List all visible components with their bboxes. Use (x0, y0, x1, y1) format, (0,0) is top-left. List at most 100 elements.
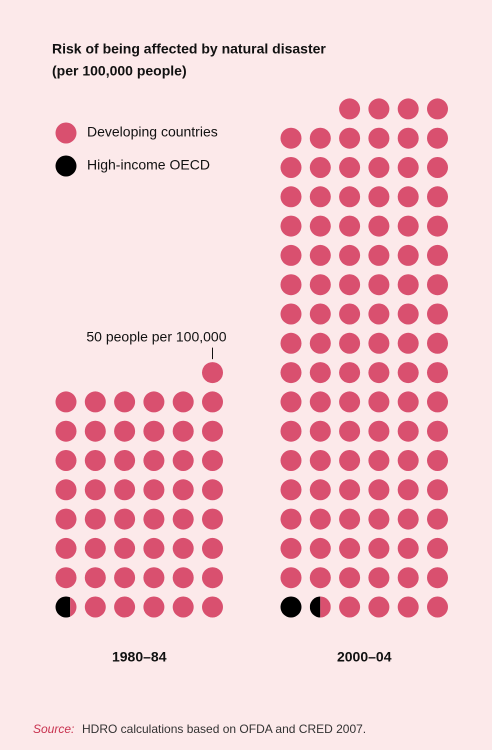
dot (114, 596, 136, 618)
dot (309, 332, 331, 354)
dot (397, 391, 419, 413)
dot (339, 508, 361, 530)
dot (280, 391, 302, 413)
dot-part (55, 596, 71, 618)
dot (309, 244, 331, 266)
dot (114, 391, 136, 413)
dot (368, 596, 390, 618)
dot (427, 157, 448, 178)
dot (202, 567, 223, 589)
dot (114, 479, 136, 501)
dot (309, 537, 331, 559)
dot (202, 537, 223, 559)
dot (397, 596, 419, 618)
dot (339, 537, 361, 559)
dot (339, 391, 361, 413)
dot (84, 596, 106, 618)
dot (280, 186, 302, 208)
dot (368, 303, 390, 325)
dot (339, 274, 361, 296)
dot (427, 508, 448, 530)
dot (397, 420, 419, 442)
dot (339, 186, 361, 208)
dot (368, 450, 390, 471)
dot (309, 127, 331, 149)
category-label: 1980–84 (112, 649, 167, 665)
dot (339, 567, 361, 589)
dot (339, 98, 361, 120)
dot (397, 362, 419, 384)
dot (280, 244, 302, 266)
legend-swatch (55, 155, 77, 177)
dot-part (70, 597, 77, 617)
dot (84, 479, 106, 501)
dot (397, 479, 419, 501)
dot (84, 537, 106, 559)
dot (397, 450, 419, 471)
dot (280, 508, 302, 530)
dot (427, 596, 448, 618)
dot (202, 450, 223, 471)
dot (280, 567, 302, 589)
dot (143, 450, 165, 471)
dot (427, 567, 448, 589)
dot (368, 508, 390, 530)
dot (368, 391, 390, 413)
dot (368, 98, 390, 120)
dot (280, 596, 302, 618)
dot (339, 332, 361, 354)
dot (427, 362, 448, 384)
dot (427, 186, 448, 208)
dot (114, 537, 136, 559)
dot (84, 508, 106, 530)
dot (84, 420, 106, 442)
dot (427, 303, 448, 325)
dot (368, 479, 390, 501)
dot (172, 596, 194, 618)
dot (368, 157, 390, 178)
dot (55, 479, 77, 501)
dot (397, 567, 419, 589)
dot (280, 274, 302, 296)
dot (309, 274, 331, 296)
dot (339, 127, 361, 149)
dot (427, 420, 448, 442)
dot (397, 157, 419, 178)
dot (427, 479, 448, 501)
dot (397, 186, 419, 208)
dot (202, 508, 223, 530)
dot (309, 420, 331, 442)
dot (202, 596, 223, 618)
dot (114, 450, 136, 471)
legend-label: High-income OECD (87, 157, 210, 173)
dot (114, 420, 136, 442)
dot (427, 244, 448, 266)
dot (172, 450, 194, 471)
dot (309, 157, 331, 178)
dot (427, 332, 448, 354)
annotation: 50 people per 100,000 (86, 328, 226, 344)
dot (427, 98, 448, 120)
dot (397, 244, 419, 266)
dot (84, 567, 106, 589)
dot (202, 362, 223, 384)
source-label: Source: (33, 722, 74, 736)
legend-label: Developing countries (87, 124, 218, 140)
dot (427, 450, 448, 471)
dot (143, 391, 165, 413)
dot (368, 186, 390, 208)
dot (143, 420, 165, 442)
dot (143, 596, 165, 618)
dot (309, 479, 331, 501)
dot (368, 274, 390, 296)
dot (397, 215, 419, 237)
chart-title: Risk of being affected by natural disast… (52, 41, 326, 57)
dot (368, 537, 390, 559)
dot (55, 420, 77, 442)
dot (172, 391, 194, 413)
chart-subtitle: (per 100,000 people) (52, 63, 187, 79)
dot (339, 362, 361, 384)
dot (172, 479, 194, 501)
dot (397, 537, 419, 559)
